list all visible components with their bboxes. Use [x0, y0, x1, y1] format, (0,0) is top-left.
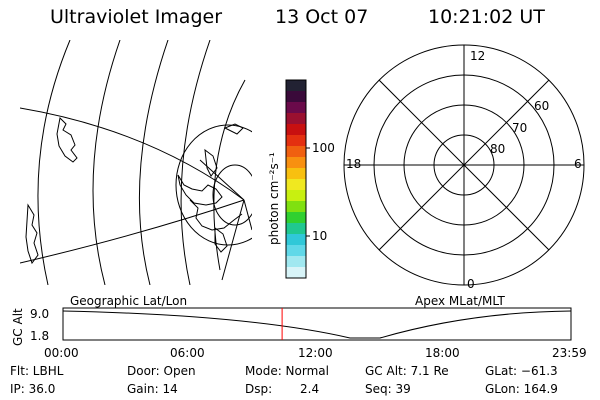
gain-info: Gain: 14: [127, 382, 178, 396]
gc-alt-info: GC Alt: 7.1 Re: [365, 364, 449, 378]
timeline-ylabel: GC Alt: [11, 308, 25, 346]
colorbar-tick-label: 10: [312, 229, 327, 243]
colorbar-band: [286, 91, 306, 103]
colorbar-band: [286, 190, 306, 202]
mode-info: Mode: Normal: [245, 364, 329, 378]
glon-info: GLon: 164.9: [485, 382, 558, 396]
lat-arc: [138, 40, 169, 285]
instrument-title: Ultraviolet Imager: [50, 6, 223, 28]
meridian-line: [20, 107, 245, 201]
time-label: 10:21:02 UT: [428, 6, 545, 28]
coastline: [177, 174, 223, 206]
colorbar-band: [286, 80, 306, 92]
colorbar-band: [286, 201, 306, 213]
timeline-xtick: 12:00: [298, 346, 333, 360]
seq-info: Seq: 39: [365, 382, 411, 396]
colorbar-band: [286, 234, 306, 246]
timeline-ytick: 9.0: [30, 307, 49, 321]
meridian-line: [243, 199, 252, 231]
coastline: [214, 227, 228, 253]
dsp-label: Dsp:: [245, 382, 273, 396]
colorbar-band: [286, 124, 306, 136]
colorbar-band: [286, 113, 306, 125]
colorbar-band: [286, 102, 306, 114]
colorbar-band: [286, 256, 306, 268]
colorbar-band: [286, 179, 306, 191]
meridian-line: [221, 199, 245, 281]
colorbar-band: [286, 146, 306, 158]
colorbar-band: [286, 267, 306, 279]
mlat-label-70: 70: [512, 121, 527, 135]
meridian-line: [20, 199, 245, 264]
colorbar-band: [286, 168, 306, 180]
filter-info: Flt: LBHL: [10, 364, 64, 378]
timeline-xtick: 18:00: [425, 346, 460, 360]
ip-info: IP: 36.0: [10, 382, 56, 396]
coastline: [25, 203, 39, 265]
mlt-label-6: 6: [574, 157, 582, 171]
lat-circle: [212, 164, 252, 226]
colorbar-units-label: photon cm⁻²s⁻¹: [267, 152, 281, 245]
glat-info: GLat: −61.3: [485, 364, 558, 378]
lat-arc: [92, 40, 121, 285]
geo-label: Geographic Lat/Lon: [70, 294, 187, 308]
colorbar-band: [286, 157, 306, 169]
polar-label: Apex MLat/MLT: [415, 294, 505, 308]
dsp-value: 2.4: [300, 382, 320, 396]
colorbar-frame: [285, 79, 307, 279]
mlt-label-18: 18: [346, 157, 361, 171]
colorbar-band: [286, 245, 306, 257]
date-label: 13 Oct 07: [275, 6, 369, 28]
lat-circle: [175, 124, 252, 246]
colorbar-band: [286, 135, 306, 147]
mlat-label-60: 60: [534, 99, 549, 113]
timeline-xtick: 23:59: [552, 346, 587, 360]
colorbar-band: [286, 223, 306, 235]
lat-arc: [180, 40, 211, 285]
mlt-diagonal: [378, 79, 550, 251]
colorbar-band: [286, 212, 306, 224]
timeline-xtick: 00:00: [44, 346, 79, 360]
timeline-ytick: 1.8: [30, 329, 49, 343]
lat-arc: [37, 40, 71, 285]
mlt-label-0: 0: [467, 277, 475, 291]
coastline: [189, 199, 243, 231]
altitude-curve: [62, 310, 572, 339]
colorbar-tick-label: 100: [312, 141, 335, 155]
door-info: Door: Open: [127, 364, 196, 378]
timeline-frame: [62, 307, 572, 341]
coastline: [56, 116, 78, 163]
mlat-label-80: 80: [490, 142, 505, 156]
coastline: [204, 148, 218, 177]
coastline: [223, 123, 244, 135]
timeline-xtick: 06:00: [170, 346, 205, 360]
mlt-label-12: 12: [470, 49, 485, 63]
